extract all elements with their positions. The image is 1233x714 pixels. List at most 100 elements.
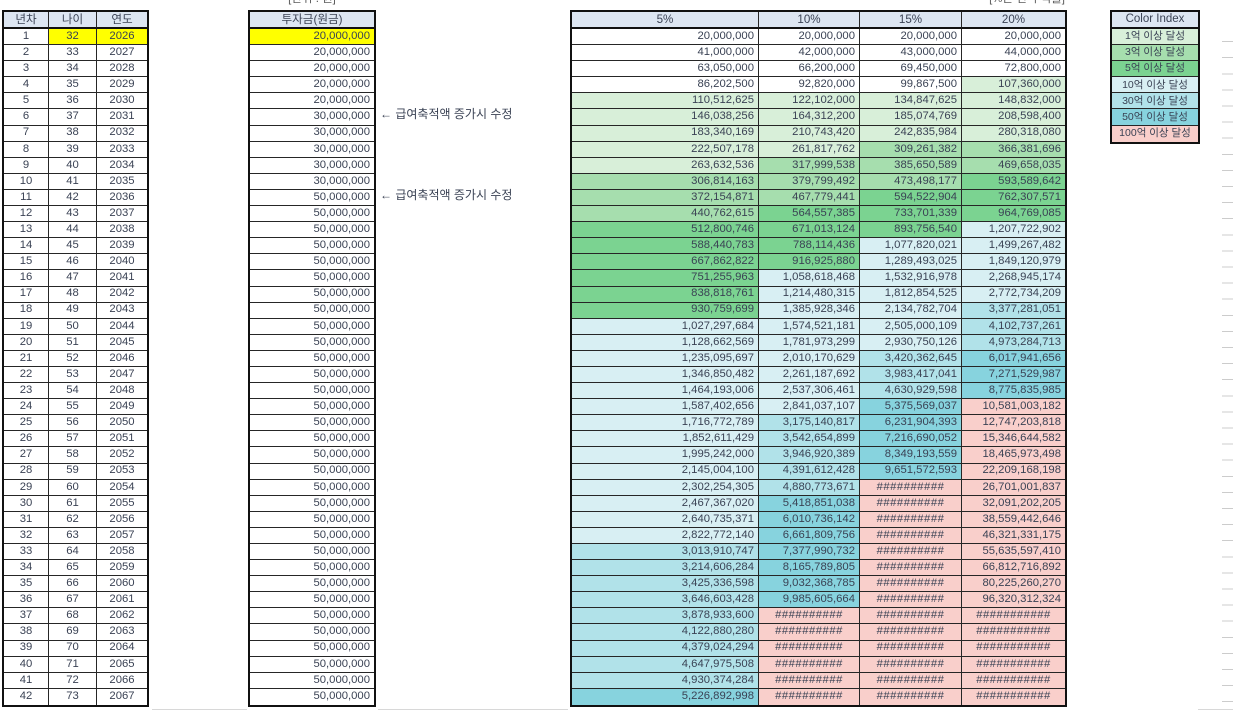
- year-cell[interactable]: 14: [4, 238, 49, 255]
- age-cell[interactable]: 58: [49, 447, 97, 464]
- return-value-cell[interactable]: ##########: [860, 608, 962, 625]
- investment-cell[interactable]: 50,000,000: [250, 399, 374, 416]
- age-cell[interactable]: 52: [49, 350, 97, 367]
- return-value-cell[interactable]: 69,450,000: [860, 61, 962, 78]
- return-value-cell[interactable]: 3,377,281,051: [962, 302, 1065, 319]
- return-value-cell[interactable]: 930,759,699: [572, 302, 759, 319]
- return-value-cell[interactable]: 2,268,945,174: [962, 270, 1065, 287]
- legend-item-label[interactable]: 50억 이상 달성: [1112, 109, 1198, 126]
- return-value-cell[interactable]: 41,000,000: [572, 45, 759, 62]
- year-cell[interactable]: 1: [4, 29, 49, 46]
- return-value-cell[interactable]: 385,650,589: [860, 157, 962, 174]
- investment-cell[interactable]: 20,000,000: [250, 61, 374, 78]
- return-value-cell[interactable]: 3,946,920,389: [759, 447, 860, 464]
- col-header[interactable]: 연도: [97, 12, 147, 29]
- year-cell[interactable]: 39: [4, 640, 49, 657]
- return-value-cell[interactable]: 96,320,312,324: [962, 592, 1065, 609]
- return-value-cell[interactable]: 512,800,746: [572, 222, 759, 239]
- calendar-year-cell[interactable]: 2040: [97, 254, 147, 271]
- return-value-cell[interactable]: ##########: [759, 640, 860, 657]
- rate-header[interactable]: 15%: [860, 12, 962, 29]
- calendar-year-cell[interactable]: 2033: [97, 142, 147, 158]
- return-value-cell[interactable]: 4,630,929,598: [860, 383, 962, 400]
- age-cell[interactable]: 71: [49, 656, 97, 673]
- return-value-cell[interactable]: 42,000,000: [759, 45, 860, 62]
- return-value-cell[interactable]: 372,154,871: [572, 189, 759, 207]
- investment-cell[interactable]: 50,000,000: [250, 238, 374, 255]
- investment-cell[interactable]: 50,000,000: [250, 431, 374, 448]
- return-value-cell[interactable]: ###########: [962, 656, 1065, 673]
- rate-header[interactable]: 5%: [572, 12, 759, 29]
- return-value-cell[interactable]: 838,818,761: [572, 286, 759, 303]
- age-cell[interactable]: 42: [49, 189, 97, 207]
- calendar-year-cell[interactable]: 2064: [97, 641, 147, 657]
- return-value-cell[interactable]: 1,499,267,482: [962, 238, 1065, 255]
- calendar-year-cell[interactable]: 2028: [97, 61, 147, 78]
- return-value-cell[interactable]: 1,128,662,569: [572, 334, 759, 351]
- return-value-cell[interactable]: 4,391,612,428: [759, 463, 860, 480]
- return-value-cell[interactable]: 762,307,571: [962, 189, 1065, 207]
- investment-cell[interactable]: 50,000,000: [250, 480, 374, 496]
- investment-cell[interactable]: 30,000,000: [250, 126, 374, 142]
- age-cell[interactable]: 61: [49, 495, 97, 512]
- return-value-cell[interactable]: 20,000,000: [860, 29, 962, 46]
- investment-cell[interactable]: 50,000,000: [250, 206, 374, 223]
- calendar-year-cell[interactable]: 2036: [97, 190, 147, 207]
- return-value-cell[interactable]: 6,010,736,142: [759, 511, 860, 528]
- investment-cell[interactable]: 50,000,000: [250, 641, 374, 657]
- calendar-year-cell[interactable]: 2043: [97, 303, 147, 319]
- return-value-cell[interactable]: 440,762,615: [572, 206, 759, 223]
- return-value-cell[interactable]: 183,340,169: [572, 125, 759, 142]
- return-value-cell[interactable]: ##########: [860, 592, 962, 609]
- calendar-year-cell[interactable]: 2039: [97, 238, 147, 255]
- return-value-cell[interactable]: 788,114,436: [759, 238, 860, 255]
- return-value-cell[interactable]: 261,817,762: [759, 141, 860, 158]
- investment-cell[interactable]: 50,000,000: [250, 544, 374, 561]
- year-cell[interactable]: 37: [4, 608, 49, 625]
- calendar-year-cell[interactable]: 2045: [97, 335, 147, 351]
- return-value-cell[interactable]: 1,077,820,021: [860, 238, 962, 255]
- age-cell[interactable]: 63: [49, 527, 97, 544]
- investment-cell[interactable]: 50,000,000: [250, 464, 374, 480]
- return-value-cell[interactable]: 263,632,536: [572, 157, 759, 174]
- investment-cell[interactable]: 50,000,000: [250, 319, 374, 335]
- age-cell[interactable]: 39: [49, 141, 97, 158]
- return-value-cell[interactable]: 44,000,000: [962, 45, 1065, 62]
- age-cell[interactable]: 48: [49, 286, 97, 303]
- return-value-cell[interactable]: ##########: [860, 688, 962, 705]
- return-value-cell[interactable]: 20,000,000: [759, 29, 860, 46]
- age-cell[interactable]: 68: [49, 608, 97, 625]
- year-cell[interactable]: 9: [4, 157, 49, 174]
- return-value-cell[interactable]: 2,467,367,020: [572, 495, 759, 512]
- age-cell[interactable]: 57: [49, 431, 97, 448]
- age-cell[interactable]: 38: [49, 125, 97, 142]
- age-cell[interactable]: 66: [49, 576, 97, 593]
- age-cell[interactable]: 35: [49, 77, 97, 94]
- age-cell[interactable]: 55: [49, 399, 97, 416]
- investment-cell[interactable]: 50,000,000: [250, 415, 374, 432]
- return-value-cell[interactable]: 1,385,928,346: [759, 302, 860, 319]
- return-value-cell[interactable]: 9,032,368,785: [759, 576, 860, 593]
- age-cell[interactable]: 46: [49, 254, 97, 271]
- return-value-cell[interactable]: 1,532,916,978: [860, 270, 962, 287]
- investment-cell[interactable]: 50,000,000: [250, 608, 374, 625]
- return-value-cell[interactable]: 6,661,809,756: [759, 527, 860, 544]
- return-value-cell[interactable]: 5,375,569,037: [860, 399, 962, 416]
- investment-cell[interactable]: 50,000,000: [250, 576, 374, 593]
- return-value-cell[interactable]: 66,200,000: [759, 61, 860, 78]
- return-value-cell[interactable]: 46,321,331,175: [962, 527, 1065, 544]
- return-value-cell[interactable]: ###########: [962, 624, 1065, 641]
- age-cell[interactable]: 47: [49, 270, 97, 287]
- age-cell[interactable]: 45: [49, 238, 97, 255]
- calendar-year-cell[interactable]: 2057: [97, 528, 147, 544]
- return-value-cell[interactable]: 110,512,625: [572, 93, 759, 110]
- investment-cell[interactable]: 50,000,000: [250, 287, 374, 303]
- return-value-cell[interactable]: 4,973,284,713: [962, 334, 1065, 351]
- return-value-cell[interactable]: 893,756,540: [860, 222, 962, 239]
- age-cell[interactable]: 54: [49, 383, 97, 400]
- return-value-cell[interactable]: 469,658,035: [962, 157, 1065, 174]
- age-cell[interactable]: 40: [49, 157, 97, 174]
- return-value-cell[interactable]: 3,175,140,817: [759, 415, 860, 432]
- return-value-cell[interactable]: 242,835,984: [860, 125, 962, 142]
- investment-cell[interactable]: 20,000,000: [250, 45, 374, 62]
